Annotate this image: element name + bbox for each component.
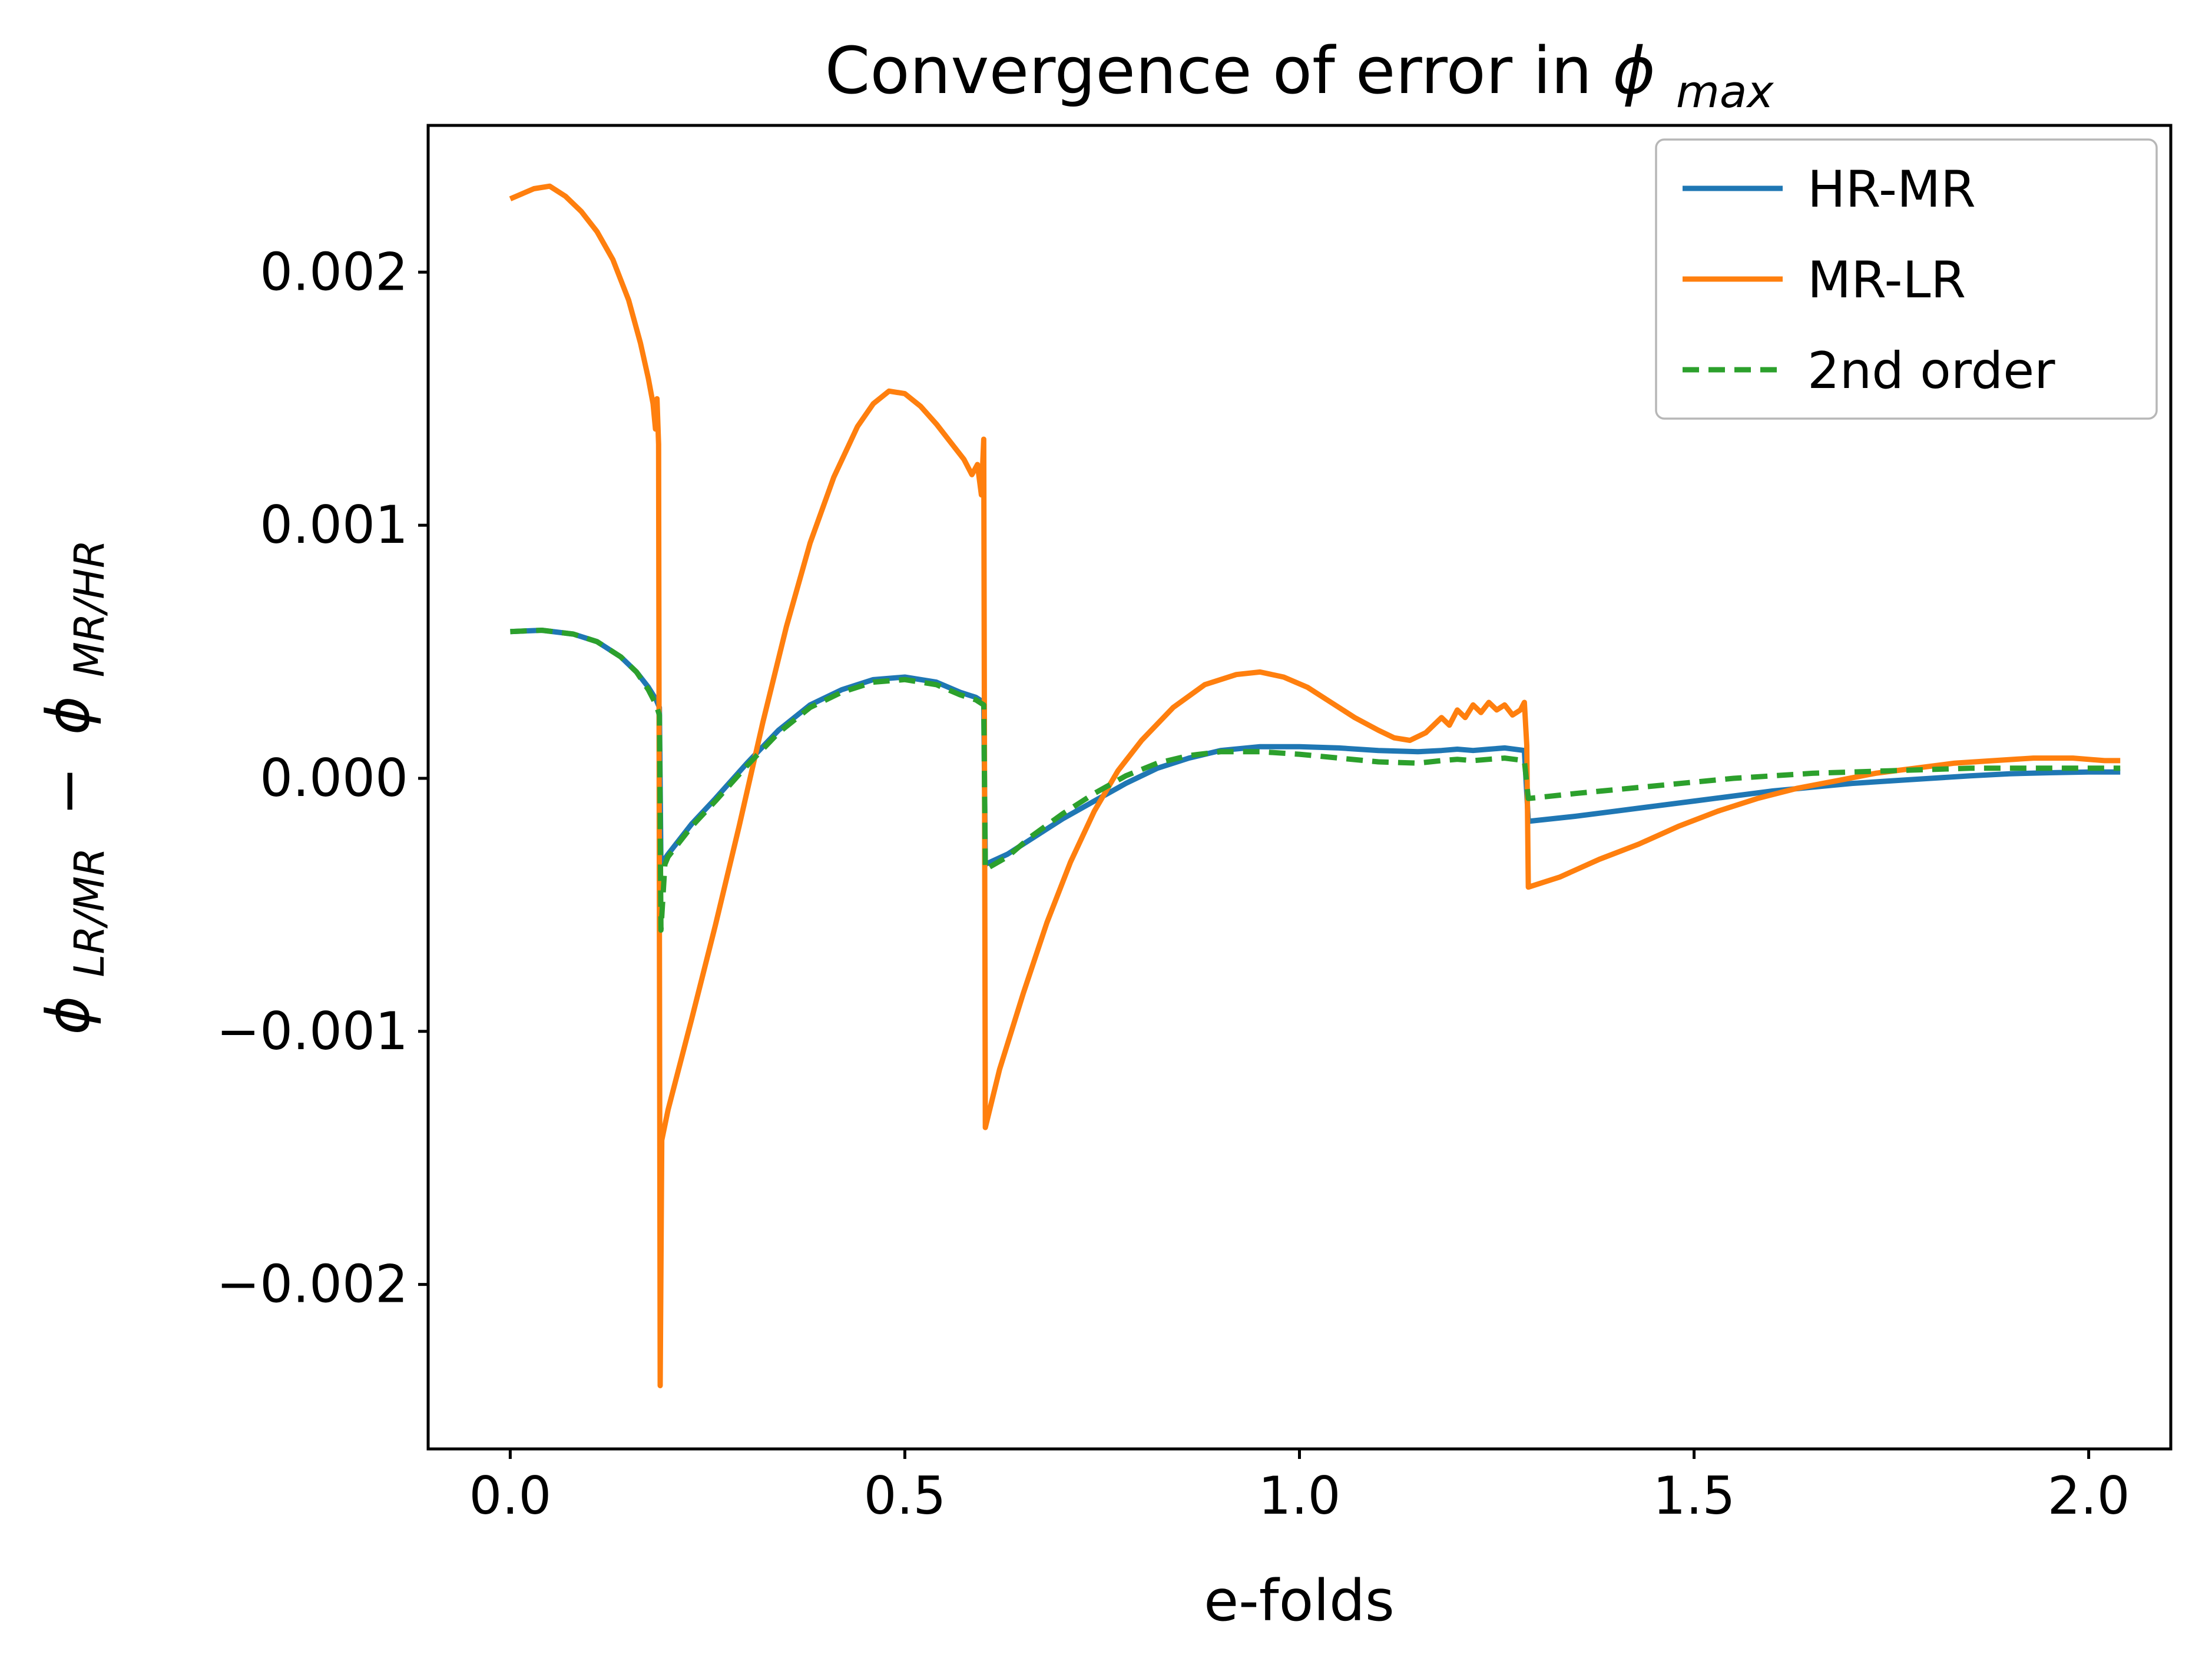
legend-label-mr-lr: MR-LR — [1807, 251, 1966, 310]
legend-label-2nd-order: 2nd order — [1807, 341, 2055, 400]
y-tick-label: 0.001 — [260, 495, 408, 555]
chart-title: Convergence of error in ϕ max — [825, 33, 1774, 118]
y-tick-label: −0.002 — [216, 1254, 408, 1315]
y-label-sub-2: MR/HR — [65, 539, 114, 677]
y-label-minus: − — [34, 767, 102, 816]
x-tick-label: 0.5 — [863, 1465, 946, 1526]
series-line-2nd-order — [510, 628, 2121, 933]
legend: HR-MR MR-LR 2nd order — [1655, 138, 2158, 420]
chart-title-phi: ϕ — [1612, 33, 1655, 108]
axes-spines — [426, 124, 2173, 1451]
y-label-phi-2: ϕ — [34, 696, 102, 735]
y-tick-label: −0.001 — [216, 1001, 408, 1062]
axis-ticks: 0.0 0.5 1.0 1.5 2.0 −0.002 −0.001 0.000 0.001 0.0… — [216, 241, 2130, 1526]
chart-title-text: Convergence of error in — [825, 33, 1613, 108]
y-axis-label: ϕ LR/MR − ϕ MR/HR — [34, 539, 118, 1034]
series-line-mr-lr — [509, 183, 2121, 1388]
x-tick-label: 1.0 — [1259, 1465, 1341, 1526]
y-tick-label: 0.002 — [260, 241, 408, 302]
x-tick-label: 0.0 — [469, 1465, 551, 1526]
legend-label-hr-mr: HR-MR — [1807, 160, 1976, 219]
chart-title-subscript: max — [1676, 65, 1774, 118]
y-label-phi-1: ϕ — [34, 996, 102, 1035]
x-axis-label: e-folds — [1204, 1568, 1395, 1634]
y-tick-label: 0.000 — [260, 748, 408, 808]
legend-box — [1655, 138, 2158, 420]
x-tick-label: 2.0 — [2048, 1465, 2130, 1526]
x-tick-label: 1.5 — [1653, 1465, 1736, 1526]
series-group — [509, 183, 2121, 1388]
y-label-sub-1: LR/MR — [65, 848, 114, 977]
